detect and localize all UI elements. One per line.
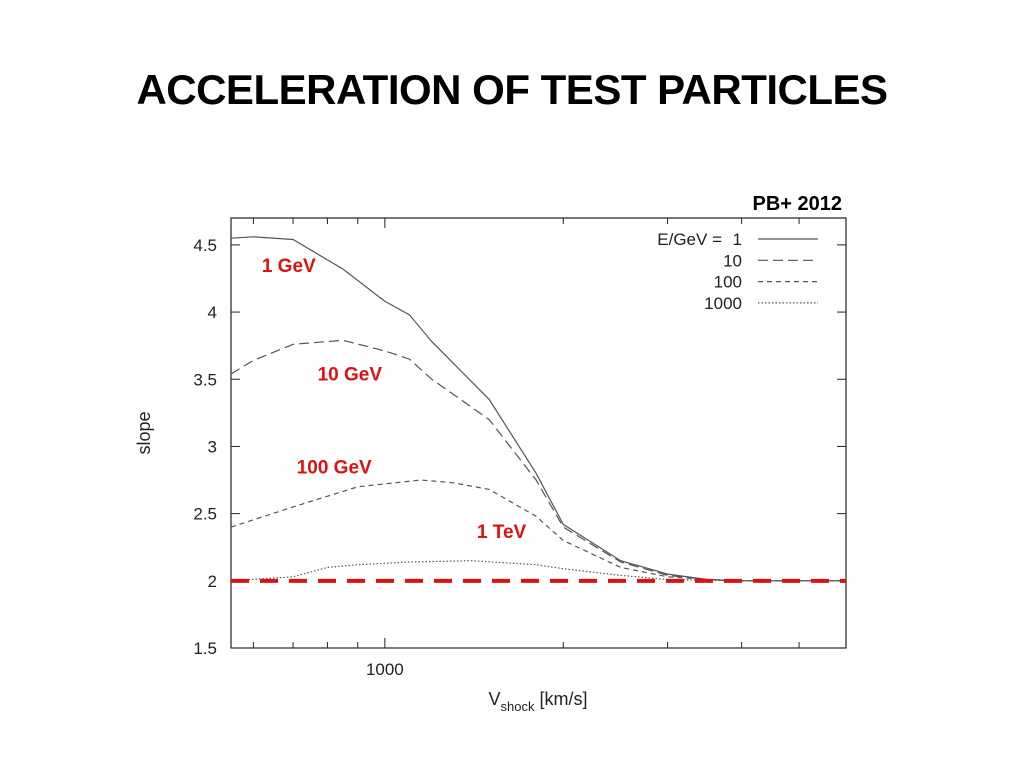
annotation-group: 1 GeV 10 GeV 100 GeV 1 TeV bbox=[262, 256, 527, 543]
x-axis-label: Vshock [km/s] bbox=[489, 689, 588, 714]
y-tick-label: 2 bbox=[208, 572, 217, 591]
annotation-label: 10 GeV bbox=[318, 365, 383, 386]
slide-title: ACCELERATION OF TEST PARTICLES bbox=[136, 66, 888, 113]
plot-frame bbox=[230, 217, 847, 649]
annotation-label: 1 TeV bbox=[477, 522, 527, 543]
y-tick-label: 1.5 bbox=[193, 639, 217, 658]
annotation-label: 100 GeV bbox=[297, 457, 372, 478]
legend-label-1: 1 bbox=[733, 230, 742, 249]
tick-group: 1.5 2 2.5 3 3.5 4 4.5 1000 bbox=[193, 218, 846, 679]
series-line-1000 bbox=[230, 560, 846, 582]
series-line-1 bbox=[230, 236, 846, 582]
x-tick-label: 1000 bbox=[366, 660, 404, 679]
y-tick-label: 3 bbox=[208, 437, 217, 456]
y-tick-label: 3.5 bbox=[193, 370, 217, 389]
legend-label-10: 10 bbox=[723, 251, 742, 270]
y-tick-label: 4 bbox=[208, 303, 217, 322]
y-tick-label: 4.5 bbox=[193, 236, 217, 255]
annotation-label: 1 GeV bbox=[262, 256, 316, 277]
legend: E/GeV = 1 10 100 1000 bbox=[657, 230, 818, 313]
x-axis-label-main: V bbox=[489, 689, 501, 709]
x-axis-label-sub: shock bbox=[501, 699, 535, 714]
legend-label-1000: 1000 bbox=[704, 294, 742, 313]
legend-title: E/GeV = bbox=[657, 230, 722, 249]
y-axis-label: slope bbox=[134, 411, 154, 454]
x-axis-label-unit: [km/s] bbox=[534, 689, 587, 709]
series-line-10 bbox=[230, 339, 846, 582]
legend-label-100: 100 bbox=[714, 273, 742, 292]
curve-group bbox=[230, 236, 846, 582]
series-line-100 bbox=[230, 479, 846, 582]
citation-label: PB+ 2012 bbox=[752, 193, 842, 215]
y-tick-label: 2.5 bbox=[193, 505, 217, 524]
